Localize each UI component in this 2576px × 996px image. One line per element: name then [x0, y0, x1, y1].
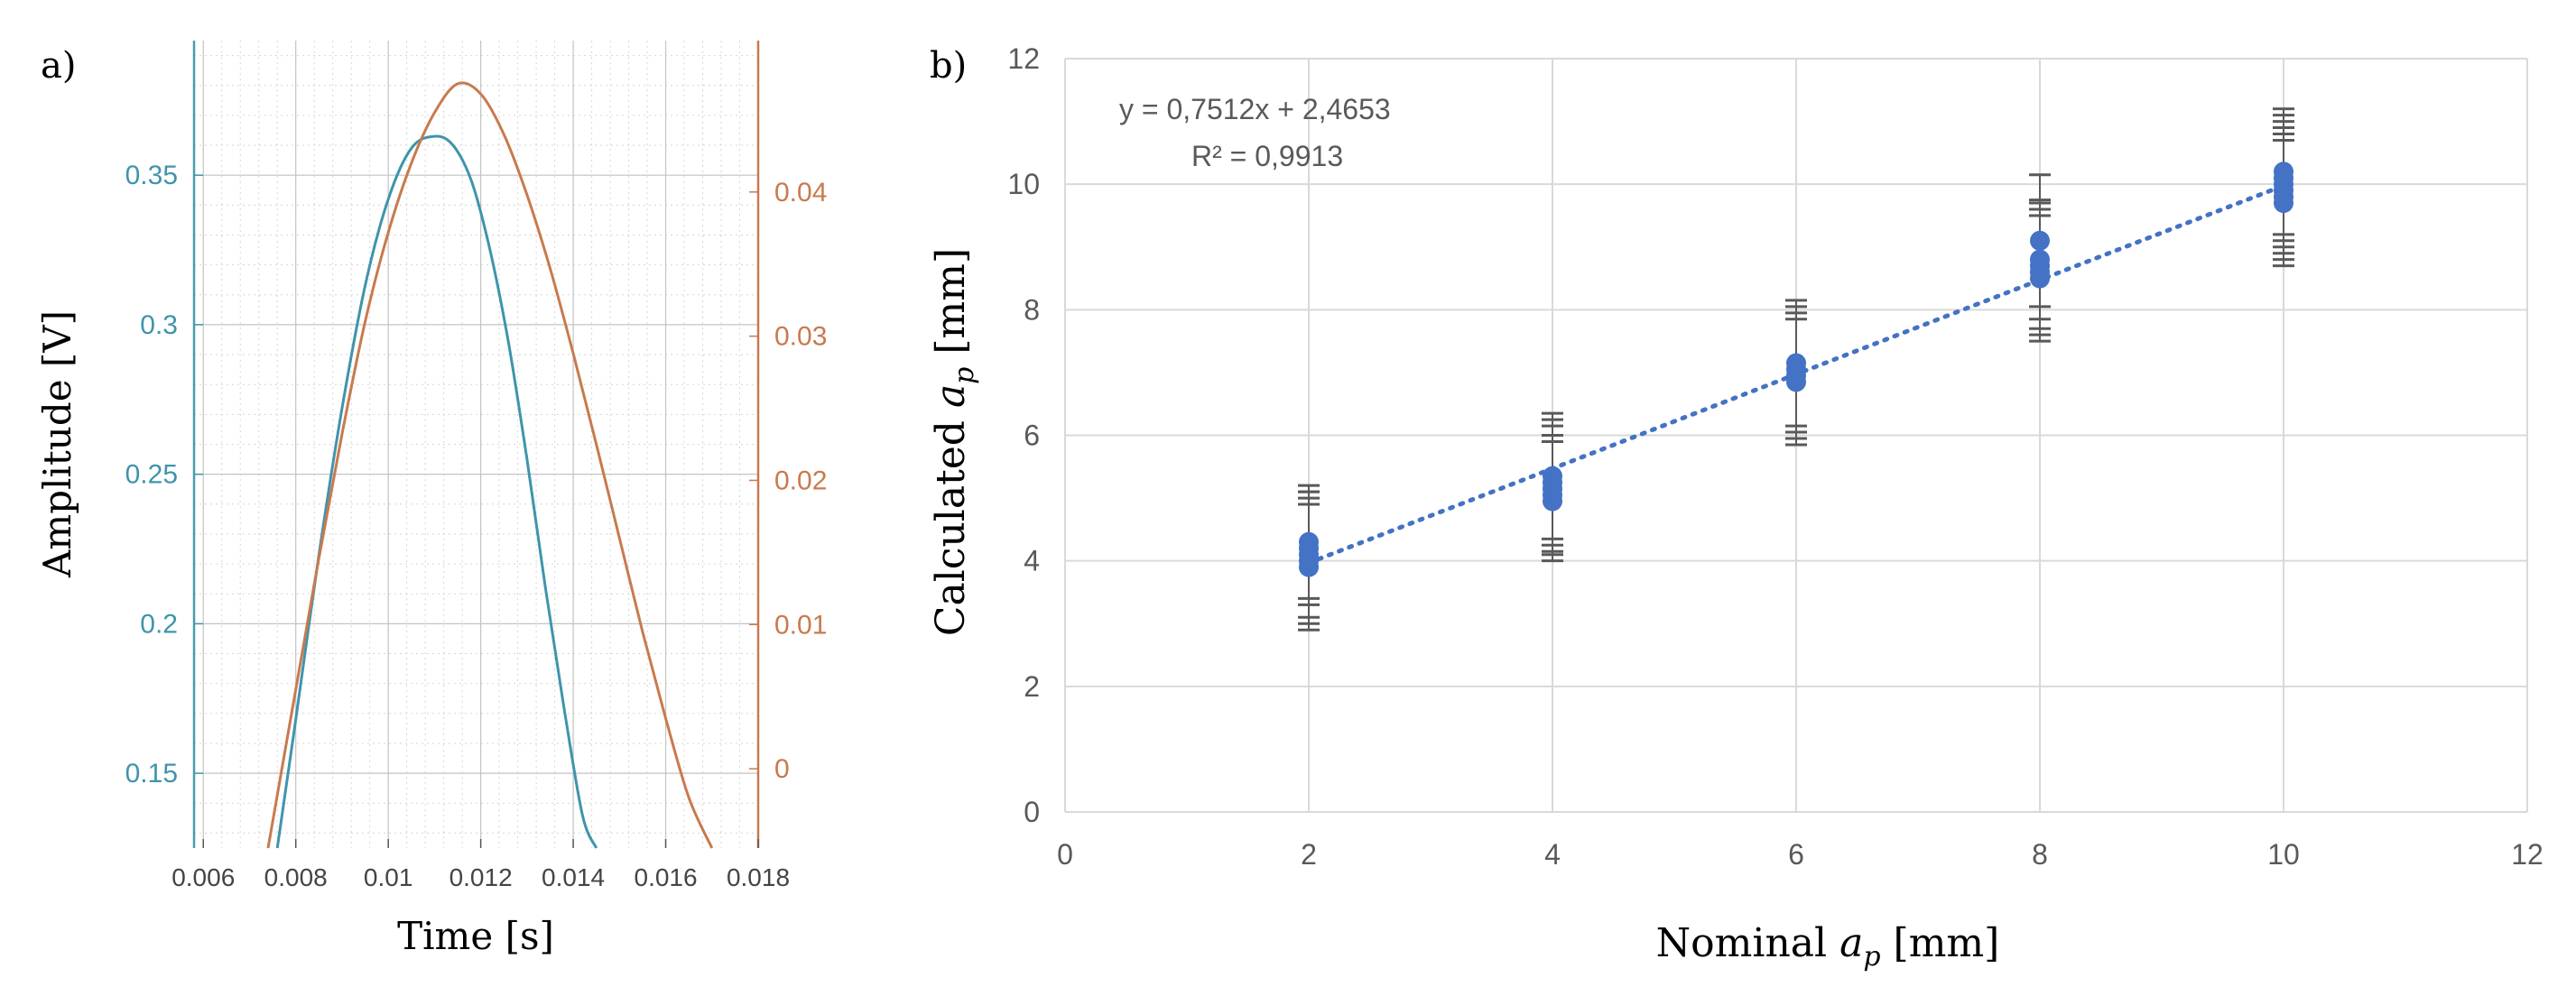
panel-b-y-axis-label-symbol: a — [928, 384, 974, 408]
panel-b-x-ticks: 0 2 4 6 8 10 12 — [1057, 838, 2544, 871]
panel-b-x-axis-label-symbol: a — [1839, 920, 1863, 966]
panel-b-y-tick-label: 6 — [1024, 420, 1040, 452]
panel-a-left-tick-label: 0.2 — [140, 609, 178, 639]
panel-b-y-tick-label: 4 — [1024, 545, 1040, 577]
panel-a-left-ticks: 0.15 0.2 0.25 0.3 0.35 — [125, 161, 203, 788]
panel-b-x-tick-label: 2 — [1301, 838, 1317, 871]
panel-b-data-point — [1543, 466, 1562, 486]
panel-b-x-tick-label: 12 — [2511, 838, 2544, 871]
panel-a-left-tick-label: 0.35 — [125, 161, 178, 190]
panel-b-y-axis-label-subscript: p — [949, 367, 980, 384]
panel-a-right-tick-label: 0 — [774, 754, 790, 784]
panel-b-label: b) — [930, 45, 967, 87]
trendline-equation: y = 0,7512x + 2,4653 — [1119, 93, 1391, 125]
panel-a-x-tick-label: 0.018 — [727, 863, 790, 891]
panel-a-right-tick-label: 0.03 — [774, 322, 827, 352]
panel-b-y-axis-label-unit: [mm] — [928, 248, 974, 367]
panel-a-y-axis-label: Amplitude [V] — [35, 310, 79, 578]
panel-b-y-axis-label-text: Calculated — [928, 408, 974, 636]
panel-a-x-tick-label: 0.016 — [635, 863, 698, 891]
panel-b-grid — [1064, 58, 2528, 813]
panel-a-curves — [266, 81, 714, 849]
panel-b-data-point — [1299, 531, 1319, 552]
panel-b-y-axis-label: Calculated ap [mm] — [928, 248, 980, 636]
panel-b-y-tick-label: 0 — [1024, 796, 1040, 828]
panel-b-y-tick-label: 10 — [1007, 168, 1040, 200]
panel-b-x-tick-label: 10 — [2267, 838, 2300, 871]
panel-a-x-tick-label: 0.006 — [171, 863, 235, 891]
panel-b-points — [1299, 161, 2293, 577]
panel-a-x-axis-label: Time [s] — [397, 914, 554, 958]
panel-a-right-ticks: 0 0.01 0.02 0.03 0.04 — [749, 178, 827, 784]
panel-a-left-tick-label: 0.15 — [125, 759, 178, 788]
panel-b-x-axis-label-unit: [mm] — [1881, 920, 2000, 966]
panel-b-x-tick-label: 0 — [1057, 838, 1073, 871]
panel-b: b) 0 2 4 6 8 10 12 0 2 4 6 8 10 12 y = 0,7512x + 2,4… — [928, 42, 2544, 973]
panel-a-x-tick-label: 0.014 — [542, 863, 605, 891]
panel-b-y-ticks: 0 2 4 6 8 10 12 — [1007, 42, 1040, 828]
panel-b-x-tick-label: 8 — [2032, 838, 2048, 871]
panel-a-right-tick-label: 0.01 — [774, 610, 827, 640]
panel-a-left-tick-label: 0.3 — [140, 310, 178, 340]
panel-a-right-tick-label: 0.04 — [774, 178, 827, 208]
panel-b-x-tick-label: 6 — [1788, 838, 1804, 871]
panel-a-series-amplitude-left — [275, 134, 598, 849]
panel-b-data-point — [2274, 161, 2293, 182]
panel-a-x-tick-label: 0.012 — [449, 863, 513, 891]
panel-a-x-tick-label: 0.01 — [364, 863, 413, 891]
panel-a-series-amplitude-right — [266, 81, 714, 849]
panel-a-left-tick-label: 0.25 — [125, 460, 178, 490]
panel-b-y-tick-label: 8 — [1024, 293, 1040, 326]
panel-a-right-tick-label: 0.02 — [774, 466, 827, 495]
panel-b-y-tick-label: 2 — [1024, 670, 1040, 703]
panel-a: a) 0.006 0.008 0.01 0.012 0.014 0.016 0.018 0.… — [35, 41, 827, 958]
panel-b-x-axis-label-subscript: p — [1863, 941, 1880, 973]
panel-b-x-axis-label: Nominal ap [mm] — [1656, 920, 2000, 973]
panel-b-y-tick-label: 12 — [1007, 42, 1040, 75]
panel-b-x-tick-label: 4 — [1544, 838, 1561, 871]
panel-a-grid — [194, 41, 759, 848]
panel-b-x-axis-label-text: Nominal — [1656, 920, 1839, 966]
panel-a-label: a) — [41, 45, 76, 87]
panel-a-x-tick-label: 0.008 — [264, 863, 328, 891]
trendline-r-squared: R² = 0,9913 — [1191, 140, 1343, 172]
panel-b-data-point — [2030, 230, 2050, 251]
panel-a-x-ticks: 0.006 0.008 0.01 0.012 0.014 0.016 0.018 — [171, 839, 790, 891]
panel-b-data-point — [1786, 353, 1806, 374]
panel-b-data-point — [2030, 249, 2050, 270]
